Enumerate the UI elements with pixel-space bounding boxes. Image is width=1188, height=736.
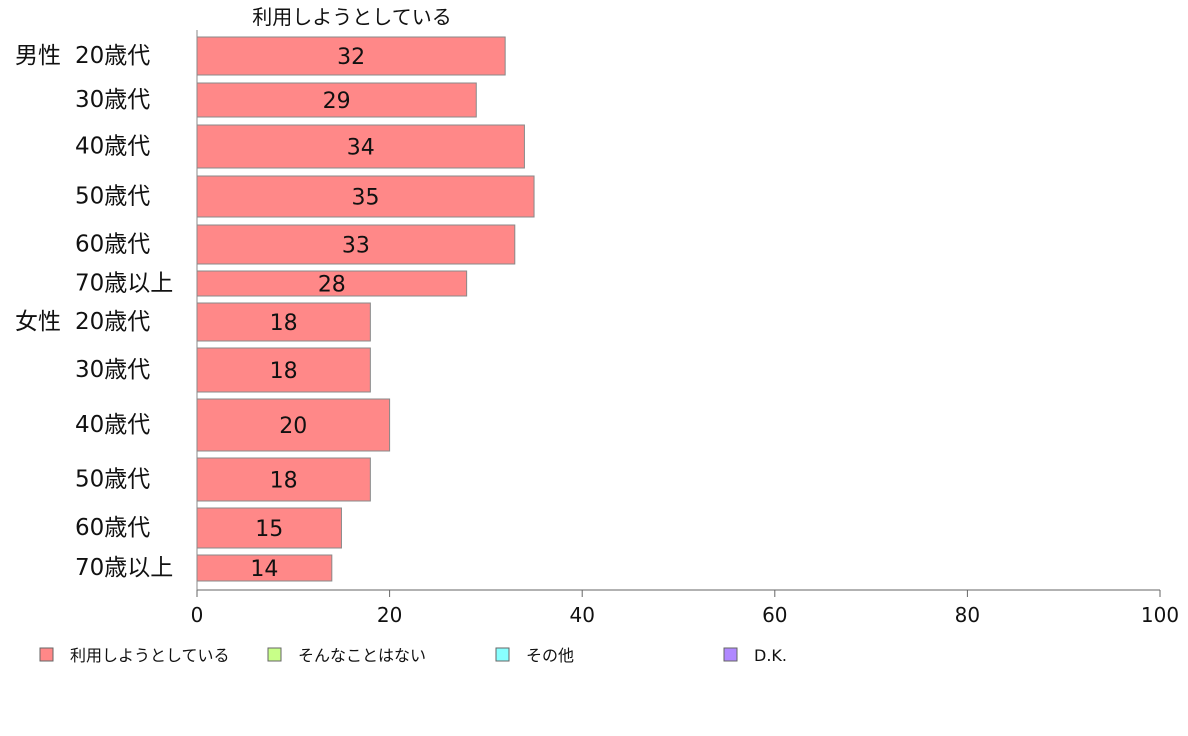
data-label: 34 [347,136,375,161]
legend-swatch [39,647,54,662]
x-tick-label: 40 [569,603,594,627]
x-tick-label: 0 [191,603,204,627]
x-axis: 0 20 40 60 80 100 [191,30,1179,627]
group-label-female: 女性 [15,309,61,335]
data-label: 35 [352,186,380,211]
series-header-label: 利用しようとしている [252,5,451,29]
data-label: 32 [337,45,365,70]
category-label: 50歳代 [75,184,150,210]
legend-swatch [267,647,282,662]
x-tick-label: 60 [762,603,787,627]
category-label: 20歳代 [75,309,150,335]
data-labels-layer: 32 29 34 35 33 28 18 18 20 18 15 14 [250,45,379,582]
bar-segment [196,124,525,169]
data-label: 20 [279,414,307,439]
legend-label: D.K. [754,646,787,665]
legend-label: 利用しようとしている [70,646,230,665]
bar-segment [196,554,333,582]
group-label-male: 男性 [15,43,61,69]
x-tick-label: 100 [1141,603,1179,627]
category-label: 40歳代 [75,134,150,160]
data-label: 18 [270,311,298,336]
data-label: 28 [318,273,346,298]
x-tick-label: 80 [955,603,980,627]
data-label: 33 [342,234,370,259]
bar-segment [196,175,535,218]
category-label: 50歳代 [75,467,150,493]
bar-segment [196,302,371,342]
bar-segment [196,224,516,265]
data-label: 15 [255,517,283,542]
category-label: 40歳代 [75,412,150,438]
bars-layer [196,36,535,582]
data-label: 18 [270,359,298,384]
category-label: 30歳代 [75,87,150,113]
legend: 利用しようとしている そんなことはない その他 D.K. [39,646,787,665]
bar-segment [196,82,477,118]
category-label: 70歳以上 [75,271,173,297]
bar-segment [196,457,371,502]
bar-segment [196,507,342,549]
legend-label: その他 [526,646,574,665]
legend-swatch [495,647,510,662]
data-label: 14 [250,557,278,582]
category-label: 60歳代 [75,232,150,258]
data-label: 29 [323,89,351,114]
data-label: 18 [270,469,298,494]
legend-swatch [723,647,738,662]
category-label: 30歳代 [75,357,150,383]
category-label: 60歳代 [75,515,150,541]
bar-segment [196,36,506,76]
legend-label: そんなことはない [298,646,426,665]
x-tick-label: 20 [377,603,402,627]
category-label: 70歳以上 [75,555,173,581]
category-label: 20歳代 [75,43,150,69]
